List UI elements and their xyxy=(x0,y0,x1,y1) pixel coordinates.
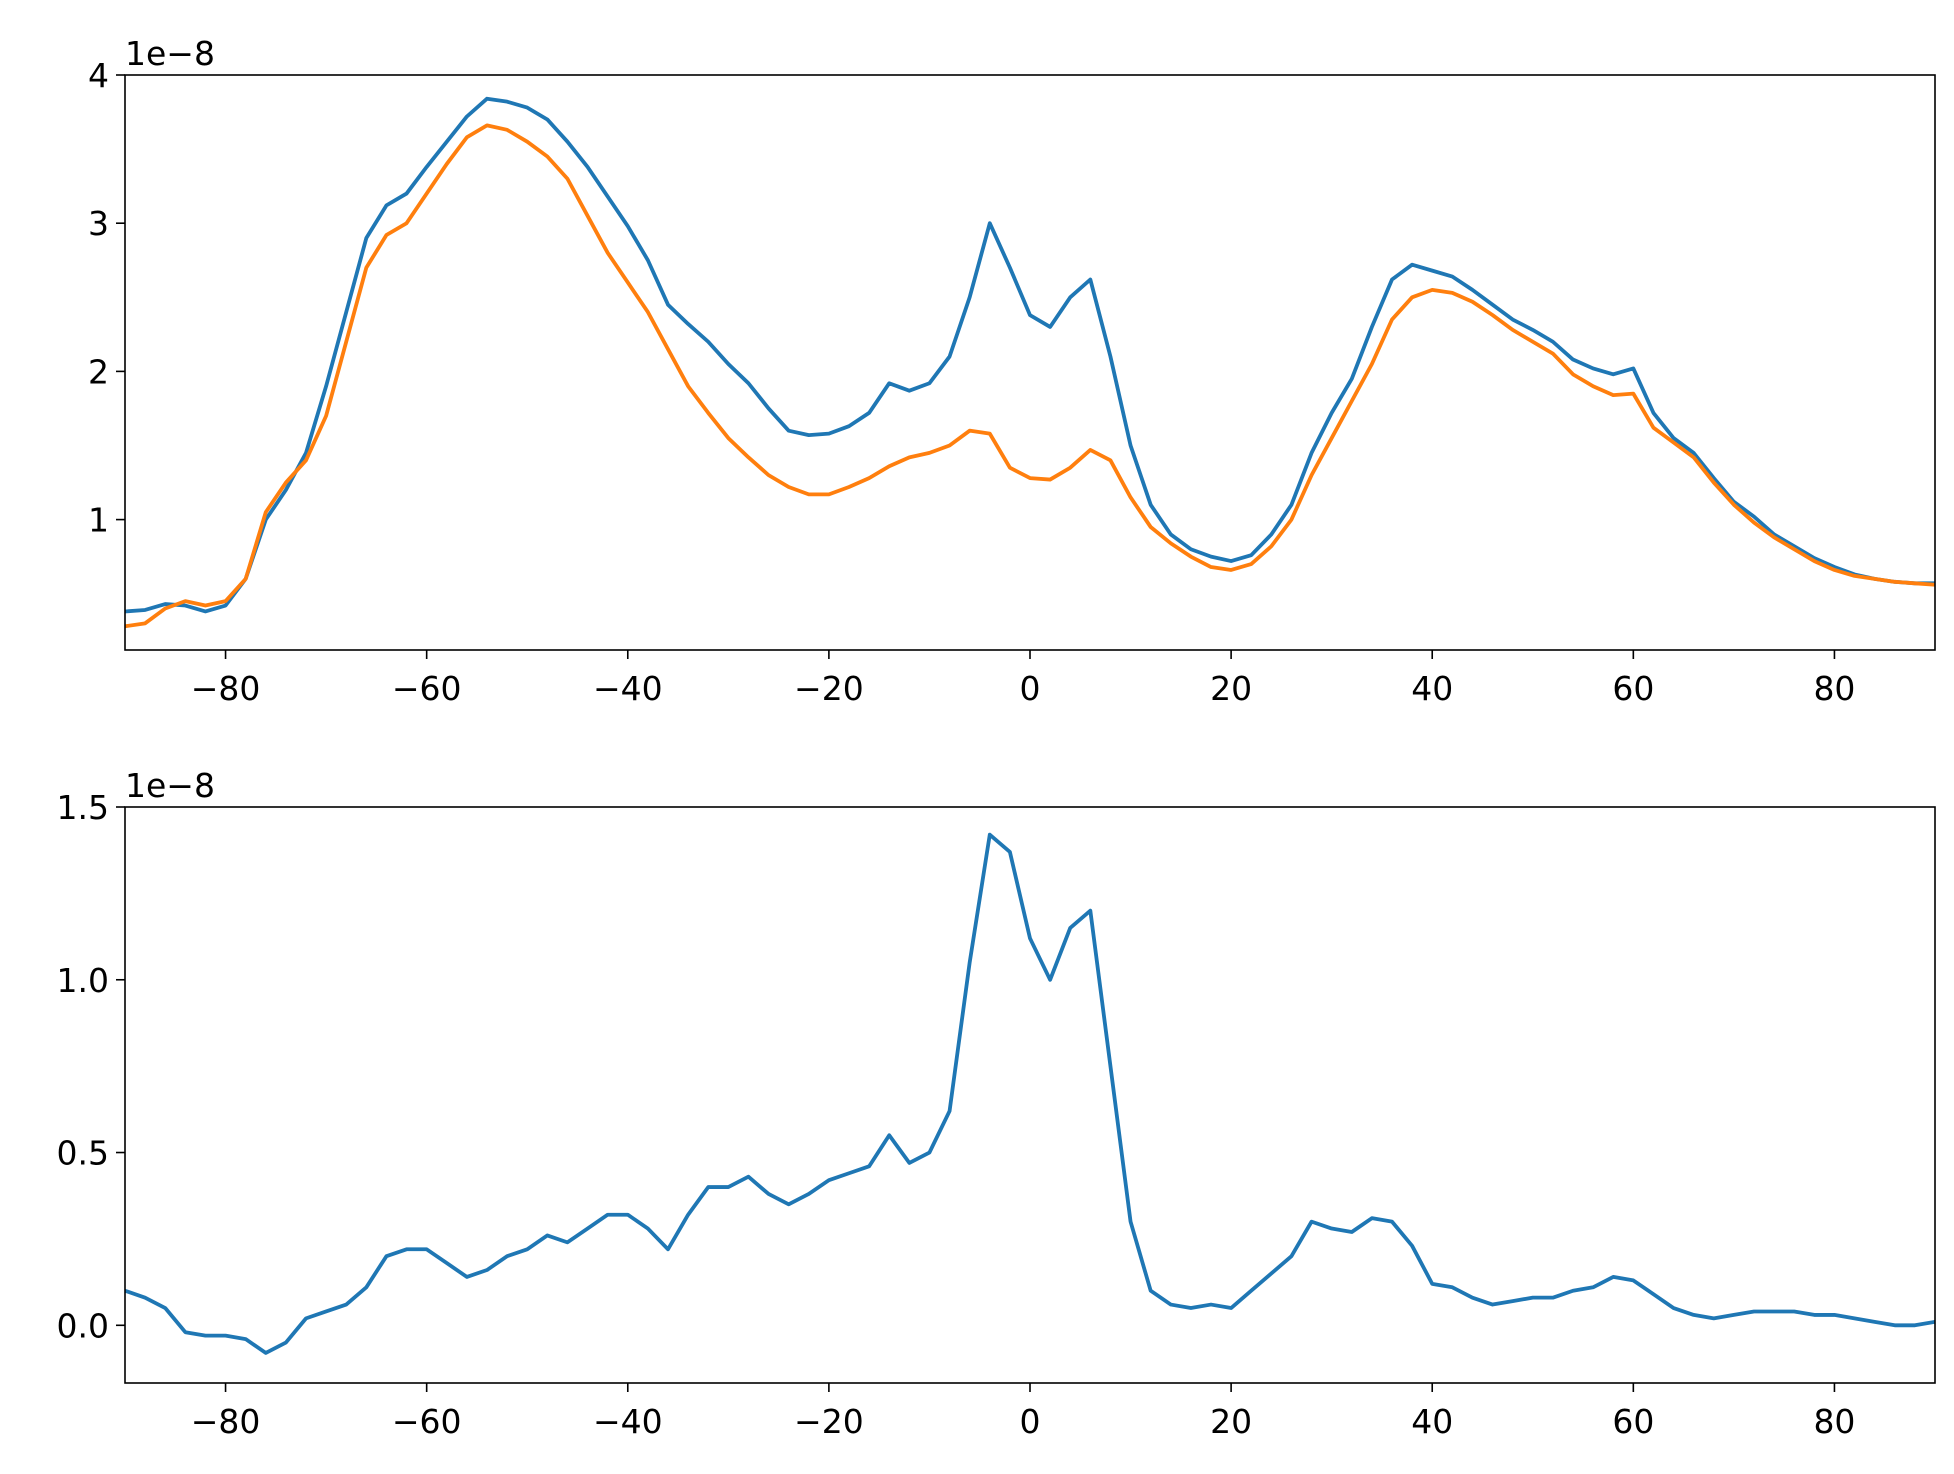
axes-frame xyxy=(124,74,1936,651)
x-tick-label: 0 xyxy=(1020,669,1041,708)
y-tick-label: 0.0 xyxy=(57,1306,109,1345)
data-line xyxy=(125,832,1935,1355)
x-tick-label: 20 xyxy=(1210,1402,1252,1441)
y-tick-label: 3 xyxy=(88,204,109,243)
data-line xyxy=(125,96,1935,614)
x-tick-label: 80 xyxy=(1813,669,1855,708)
offset-label: 1e−8 xyxy=(125,34,215,73)
data-line xyxy=(125,123,1935,629)
axes-frame xyxy=(124,806,1936,1384)
y-tick-label: 1.0 xyxy=(57,961,109,1000)
y-tick-label: 2 xyxy=(88,352,109,391)
x-tick-label: 80 xyxy=(1813,1402,1855,1441)
x-tick-label: −40 xyxy=(593,669,663,708)
x-tick-label: −40 xyxy=(593,1402,663,1441)
x-tick-label: −80 xyxy=(191,1402,261,1441)
x-tick-label: 20 xyxy=(1210,669,1252,708)
x-tick-label: 40 xyxy=(1411,1402,1453,1441)
offset-label: 1e−8 xyxy=(125,766,215,805)
x-tick-label: −20 xyxy=(794,1402,864,1441)
x-tick-label: −20 xyxy=(794,669,864,708)
x-tick-label: −60 xyxy=(392,1402,462,1441)
x-tick-label: 0 xyxy=(1020,1402,1041,1441)
x-tick-label: 60 xyxy=(1612,669,1654,708)
y-tick-label: 0.5 xyxy=(57,1134,109,1173)
x-tick-label: −60 xyxy=(392,669,462,708)
x-tick-label: −80 xyxy=(191,669,261,708)
y-tick-label: 1.5 xyxy=(57,788,109,827)
x-tick-label: 60 xyxy=(1612,1402,1654,1441)
x-tick-label: 40 xyxy=(1411,669,1453,708)
y-tick-label: 1 xyxy=(88,501,109,540)
y-tick-label: 4 xyxy=(88,56,109,95)
